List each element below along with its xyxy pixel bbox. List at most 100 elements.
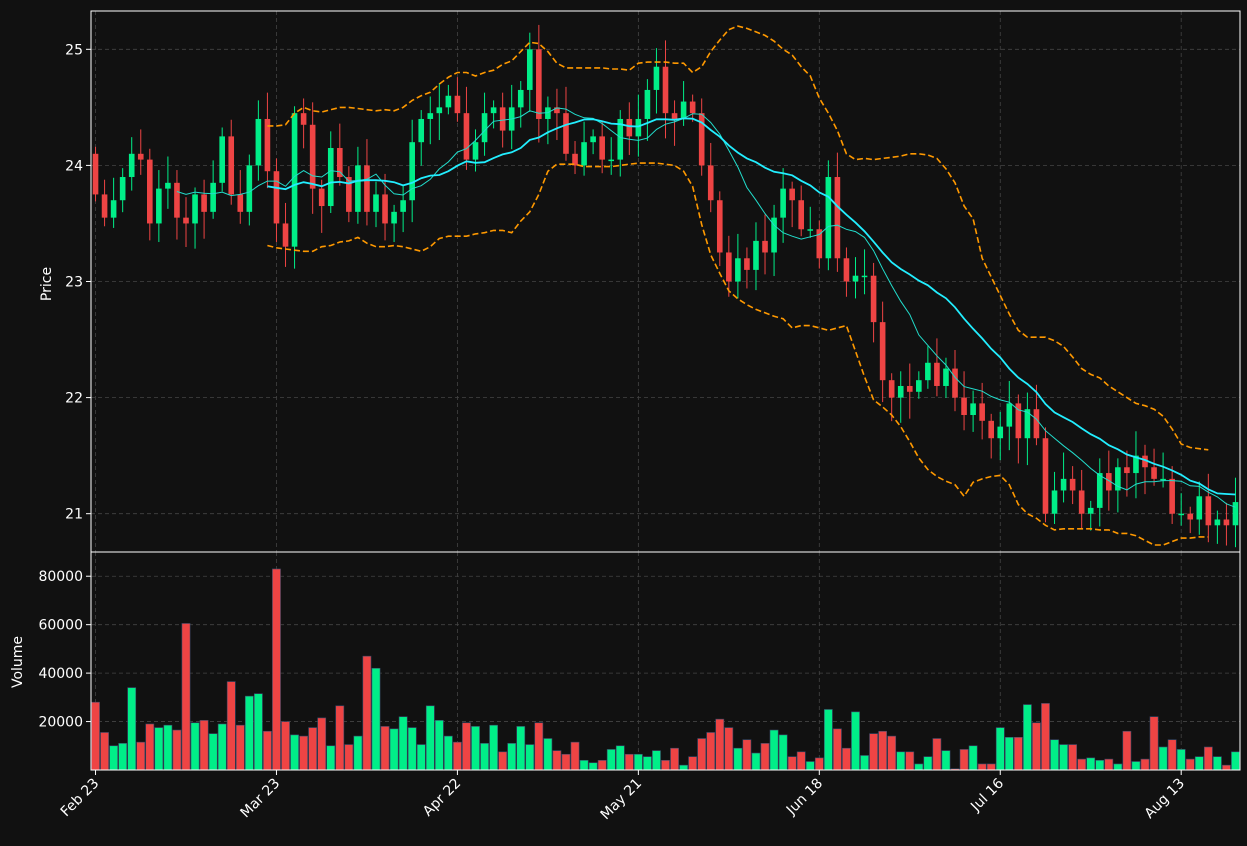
candle-body: [1142, 455, 1148, 468]
volume-bar: [425, 705, 435, 771]
candle-body: [346, 177, 352, 212]
candle-body: [101, 194, 108, 218]
volume-bar: [353, 735, 363, 771]
volume-bar: [1158, 746, 1168, 771]
candle-body: [526, 49, 533, 90]
volume-bar: [91, 701, 100, 771]
volume-bar: [1194, 756, 1204, 771]
candle-body: [744, 258, 750, 270]
candle-body: [952, 368, 958, 398]
volume-bar: [805, 761, 815, 771]
volume-bar: [398, 716, 408, 771]
candle-body: [825, 177, 832, 259]
volume-bar: [606, 749, 616, 771]
candle-body: [1223, 519, 1230, 526]
volume-bar: [534, 722, 544, 771]
volume-bar: [516, 726, 526, 771]
volume-bar: [326, 745, 336, 771]
volume-bar: [1131, 761, 1141, 771]
volume-bar: [561, 753, 571, 771]
volume-bar: [1113, 763, 1123, 771]
volume-bar: [778, 734, 788, 771]
candle-body: [617, 118, 624, 160]
volume-bar: [136, 741, 146, 771]
candle-body: [870, 275, 877, 323]
candle-body: [427, 113, 434, 119]
candle-body: [807, 229, 814, 231]
volume-bar: [715, 718, 725, 771]
volume-tick-label: 40000: [38, 666, 83, 682]
volume-tick-label: 60000: [38, 618, 83, 634]
candle-body: [925, 362, 931, 381]
candle-body: [707, 165, 714, 201]
volume-bar: [1140, 758, 1150, 771]
volume-bar: [1149, 716, 1159, 771]
price-tick-label: 24: [65, 158, 83, 174]
volume-bar: [661, 760, 670, 771]
candle-body: [1124, 467, 1130, 474]
volume-bar: [443, 735, 453, 771]
candle-body: [246, 165, 253, 212]
candle-body: [409, 142, 415, 201]
candle-body: [906, 385, 913, 392]
moving-average-slow-line: [267, 117, 1236, 496]
volume-panel-frame: [90, 551, 1241, 771]
volume-bar: [281, 721, 290, 771]
candle-body: [879, 322, 886, 381]
candle-body: [961, 397, 967, 416]
candle-body: [1160, 478, 1166, 481]
candle-body: [1178, 513, 1184, 516]
candle-body: [599, 136, 605, 160]
x-tick-label: Mar 23: [238, 776, 284, 822]
candle-body: [400, 200, 406, 212]
candle-body: [762, 240, 768, 253]
volume-bar: [1176, 749, 1186, 771]
volume-bar: [217, 723, 227, 771]
candle-body: [463, 113, 470, 160]
candle-body: [997, 426, 1004, 439]
volume-bar: [100, 732, 109, 771]
candle-body: [1015, 403, 1022, 439]
volume-bar: [679, 764, 688, 771]
candle-body: [1096, 473, 1103, 508]
volume-bar: [199, 720, 209, 771]
candle-body: [499, 107, 506, 131]
candle-body: [780, 188, 786, 218]
volume-bar: [652, 750, 661, 771]
candle-body: [988, 420, 995, 439]
candle-body: [726, 252, 732, 282]
volume-bar: [733, 747, 743, 771]
volume-bar: [244, 695, 254, 771]
volume-bar: [706, 732, 716, 771]
volume-bar: [272, 568, 281, 771]
volume-bar: [670, 747, 679, 771]
volume-axis-label: Volume: [10, 636, 26, 688]
volume-bar: [1059, 744, 1068, 771]
volume-bar: [299, 735, 308, 771]
candle-body: [327, 147, 334, 207]
candle-body: [373, 194, 379, 212]
candle-body: [852, 275, 859, 282]
candle-body: [1069, 478, 1076, 491]
price-tick-label: 21: [65, 507, 83, 523]
volume-bar: [109, 745, 118, 771]
candle-body: [1214, 519, 1221, 526]
grid-layer: [91, 11, 1240, 770]
candle-body: [934, 362, 940, 386]
volume-bar: [968, 745, 978, 771]
candle-body: [110, 200, 117, 218]
moving-average-fast-line: [176, 107, 1236, 508]
x-tick-label: Aug 13: [1142, 776, 1188, 822]
volume-bar: [579, 760, 589, 771]
volume-bar: [977, 763, 987, 771]
volume-bar: [697, 738, 707, 771]
volume-bar: [1203, 746, 1213, 771]
volume-bar: [362, 655, 372, 771]
candle-body: [536, 49, 542, 119]
volume-bar: [380, 726, 390, 771]
candle-body: [1151, 467, 1157, 479]
candle-body: [1024, 409, 1031, 439]
candle-body: [355, 165, 361, 212]
volume-bar: [453, 741, 462, 771]
